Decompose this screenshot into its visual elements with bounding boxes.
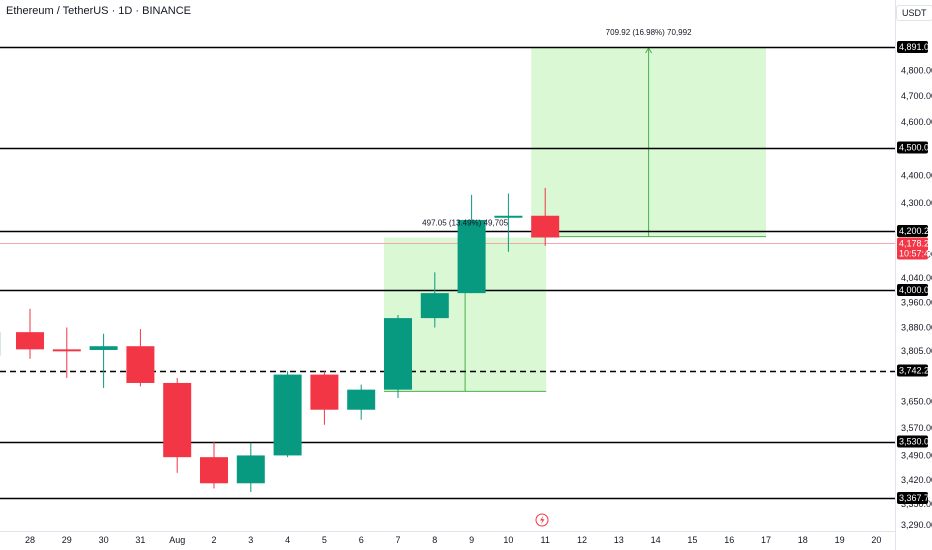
candle-body (89, 346, 118, 350)
level-price-tag (897, 41, 928, 53)
flash-icon[interactable] (535, 513, 549, 527)
measure-label-1: 497.05 (13.49%) 49,705 (422, 218, 508, 227)
price-tick-label: 4,040.00 (901, 273, 932, 283)
candle-body (420, 293, 449, 319)
level-price-tag (897, 492, 928, 504)
candle-body (531, 215, 560, 238)
level-price-tag-label: 3,367.71 (899, 493, 932, 503)
price-tick-label: 3,290.00 (901, 520, 932, 530)
candle-body (273, 374, 302, 456)
candle-body (16, 332, 44, 350)
candle-body (126, 346, 155, 383)
candle-body (347, 389, 376, 410)
time-tick-label: 17 (761, 535, 771, 545)
time-tick-label: 8 (432, 535, 437, 545)
time-tick-label: 16 (724, 535, 734, 545)
candle-body (310, 374, 339, 410)
time-tick-label: 6 (359, 535, 364, 545)
level-price-tag-label: 3,742.24 (899, 366, 932, 376)
price-tick-label: 3,350.00 (901, 499, 932, 509)
time-tick-label: 3 (248, 535, 253, 545)
time-tick-label: 28 (25, 535, 35, 545)
current-price-label: 4,178.29 (899, 238, 932, 248)
price-tick-label: 4,700.00 (901, 91, 932, 101)
level-price-tag (897, 141, 928, 154)
time-tick-label: 12 (577, 535, 587, 545)
level-price-tag (897, 364, 928, 377)
time-tick-label: 29 (62, 535, 72, 545)
time-tick-label: 14 (651, 535, 661, 545)
candle-body (457, 219, 486, 294)
level-price-tag-label: 4,000.00 (899, 285, 932, 295)
candle-body (52, 349, 81, 352)
price-tick-label: 4,800.00 (901, 65, 932, 75)
time-tick-label: 2 (211, 535, 216, 545)
time-tick-label: Aug (169, 535, 185, 545)
level-price-tag-label: 4,200.27 (899, 226, 932, 236)
candle-body (384, 318, 412, 390)
candle-body (163, 382, 192, 458)
horizontal-levels (0, 46, 896, 500)
time-axis[interactable]: 28 29 30 31 Aug 2 3 4 5 6 7 8 9 10 11 12 13 14 15 16 17 18 19 2… (25, 535, 881, 545)
time-tick-label: 7 (395, 535, 400, 545)
time-tick-label: 31 (135, 535, 145, 545)
time-tick-label: 15 (687, 535, 697, 545)
level-price-tag (897, 225, 928, 237)
candle-body (494, 215, 523, 218)
measure-label-2: 709.92 (16.98%) 70,992 (606, 28, 692, 37)
price-tick-label: 3,420.00 (901, 475, 932, 485)
price-tick-label: 3,880.00 (901, 322, 932, 332)
price-tick-label: 4,400.00 (901, 170, 932, 180)
candle-body (200, 457, 228, 484)
zone-annotations: 497.05 (13.49%) 49,705 709.92 (16.98%) 70… (422, 28, 692, 227)
time-tick-label: 19 (835, 535, 845, 545)
chart-title: Ethereum / TetherUS · 1D · BINANCE (6, 5, 192, 17)
candles (0, 187, 560, 492)
currency-button[interactable]: USDT (896, 5, 932, 21)
time-tick-label: 4 (285, 535, 290, 545)
level-price-tag-label: 3,530.00 (899, 437, 932, 447)
price-tick-label: 4,300.00 (901, 198, 932, 208)
time-tick-label: 5 (322, 535, 327, 545)
time-tick-label: 9 (469, 535, 474, 545)
price-tick-label: 3,490.00 (901, 450, 932, 460)
time-tick-label: 13 (614, 535, 624, 545)
price-tick-label: 3,570.00 (901, 423, 932, 433)
time-tick-label: 11 (541, 535, 550, 545)
current-price-tag (897, 237, 928, 260)
level-price-tag-label: 4,500.00 (899, 143, 932, 153)
price-tick-label: 4,600.00 (901, 117, 932, 127)
price-tick-label: 3,960.00 (901, 297, 932, 307)
price-tags: 4,891.00 4,500.00 4,200.27 4,000.00 3,742.24… (897, 41, 932, 504)
price-tick-label: 3,650.00 (901, 396, 932, 406)
level-price-tag (897, 435, 928, 448)
candle-body (236, 455, 265, 484)
countdown-label: 10:57:40 (899, 248, 932, 258)
price-tick-label: 3,805.00 (901, 346, 932, 356)
time-tick-label: 18 (798, 535, 808, 545)
time-tick-label: 10 (503, 535, 513, 545)
level-price-tag-label: 4,891.00 (899, 42, 932, 52)
time-tick-label: 20 (871, 535, 881, 545)
price-axis-background (896, 0, 932, 550)
level-price-tag (897, 284, 928, 296)
time-tick-label: 30 (99, 535, 109, 545)
